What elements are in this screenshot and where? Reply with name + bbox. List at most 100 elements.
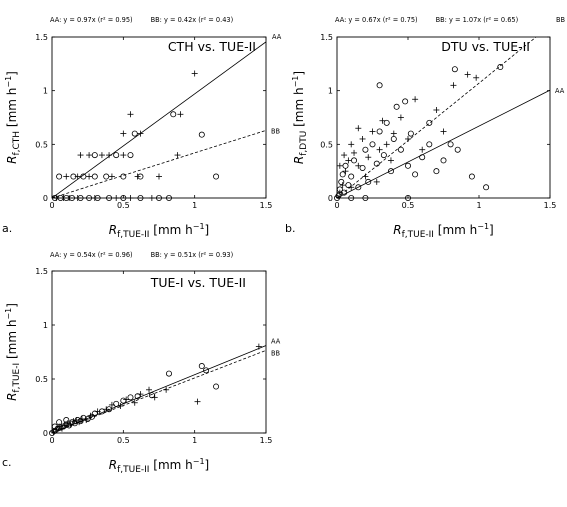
y-tick-label: 0 <box>328 194 333 203</box>
data-point-circle <box>57 424 64 431</box>
data-point-plus <box>120 152 127 159</box>
data-point-circle <box>127 394 134 401</box>
panel-c: AA: y = 0.54x (r² = 0.96) BB: y = 0.51x (… <box>2 251 281 475</box>
data-point-circle <box>497 64 504 71</box>
x-tick-label: 1 <box>192 436 197 445</box>
data-point-circle <box>165 370 172 377</box>
data-point-plus <box>103 406 110 413</box>
y-tick-label: 1.5 <box>320 33 333 42</box>
data-point-plus <box>419 146 426 153</box>
data-point-plus <box>433 106 440 113</box>
data-point-plus <box>64 420 71 427</box>
x-axis-label: Rf,TUE-II [mm h−1] <box>393 222 493 240</box>
plot-title: DTU vs. TUE-II <box>441 39 530 54</box>
data-point-circle <box>397 146 404 153</box>
fit-equations: AA: y = 0.54x (r² = 0.96) BB: y = 0.51x (… <box>50 251 233 259</box>
panel-letter: a. <box>2 222 12 235</box>
fit-bb-text: BB: y = 0.42x (r² = 0.43) <box>151 16 234 24</box>
data-point-plus <box>87 412 94 419</box>
data-point-plus <box>376 146 383 153</box>
data-point-plus <box>390 130 397 137</box>
data-point-circle <box>127 152 134 159</box>
x-tick-label: 0 <box>49 436 54 445</box>
x-tick-label: 0.5 <box>402 201 415 210</box>
data-point-plus <box>450 82 457 89</box>
data-point-plus <box>86 173 93 180</box>
data-point-circle <box>404 162 411 169</box>
data-point-plus <box>379 117 386 124</box>
y-tick-label: 1 <box>43 321 48 330</box>
data-point-plus <box>156 173 162 180</box>
fit-aa-text: AA: y = 0.54x (r² = 0.96) <box>50 251 133 259</box>
x-tick-label: 1.5 <box>544 201 557 210</box>
data-point-circle <box>359 164 366 171</box>
data-point-plus <box>127 111 134 118</box>
data-point-plus <box>412 96 419 103</box>
x-tick-label: 1.5 <box>260 201 273 210</box>
data-point-circle <box>376 128 383 135</box>
data-point-circle <box>63 417 70 424</box>
data-point-plus <box>83 417 90 424</box>
data-point-circle <box>402 98 409 105</box>
data-point-circle <box>338 178 345 185</box>
fit-end-label-aa: AA <box>272 33 282 41</box>
data-point-plus <box>355 125 362 132</box>
data-point-circle <box>362 146 369 153</box>
fit-line-aa <box>52 41 266 198</box>
data-point-circle <box>120 173 127 180</box>
data-point-plus <box>131 399 138 406</box>
data-point-plus <box>177 111 184 118</box>
data-point-circle <box>447 141 454 148</box>
data-point-plus <box>348 184 355 191</box>
plot-title: CTH vs. TUE-II <box>168 39 256 54</box>
fit-end-label-bb: BB <box>271 349 281 357</box>
data-point-circle <box>369 141 376 148</box>
panel-a: AA: y = 0.97x (r² = 0.95) BB: y = 0.42x (… <box>2 16 282 240</box>
data-point-plus <box>77 152 84 159</box>
x-tick-label: 1 <box>476 201 481 210</box>
data-point-plus <box>53 426 60 433</box>
data-point-plus <box>355 162 362 169</box>
data-point-plus <box>108 401 115 408</box>
data-point-circle <box>387 168 394 175</box>
data-point-plus <box>255 343 262 350</box>
data-point-circle <box>113 152 120 159</box>
data-point-circle <box>365 178 372 185</box>
data-point-circle <box>120 397 127 404</box>
data-point-circle <box>433 168 440 175</box>
data-point-plus <box>70 418 77 425</box>
data-point-plus <box>387 157 394 164</box>
data-point-plus <box>108 173 115 180</box>
data-point-circle <box>412 171 419 178</box>
data-point-plus <box>174 152 181 159</box>
data-point-plus <box>339 182 346 189</box>
y-tick-label: 1 <box>328 87 333 96</box>
data-point-circle <box>170 111 177 118</box>
data-point-circle <box>419 154 426 161</box>
data-point-circle <box>342 162 349 169</box>
data-point-plus <box>94 408 101 415</box>
y-axis-label: Rf,DTU [mm h−1] <box>291 71 309 164</box>
fit-line-aa <box>52 345 266 433</box>
x-tick-label: 0.5 <box>117 201 130 210</box>
data-point-plus <box>123 396 130 403</box>
fit-aa-text: AA: y = 0.97x (r² = 0.95) <box>50 16 133 24</box>
data-point-plus <box>146 386 153 393</box>
data-point-plus <box>78 415 85 422</box>
data-point-circle <box>373 160 380 167</box>
data-point-circle <box>80 173 87 180</box>
data-point-plus <box>58 425 65 432</box>
data-point-plus <box>473 74 480 81</box>
data-point-plus <box>341 152 348 159</box>
fit-line-bb <box>52 350 266 433</box>
data-point-circle <box>483 184 490 191</box>
data-point-plus <box>74 173 81 180</box>
data-point-circle <box>198 131 205 138</box>
fit-line-bb <box>52 129 266 198</box>
y-tick-label: 0.5 <box>35 375 48 384</box>
data-point-plus <box>137 391 144 398</box>
data-point-plus <box>373 178 380 185</box>
data-point-plus <box>67 421 74 428</box>
data-point-plus <box>383 141 390 148</box>
fit-aa-text: AA: y = 0.67x (r² = 0.75) <box>335 16 418 24</box>
